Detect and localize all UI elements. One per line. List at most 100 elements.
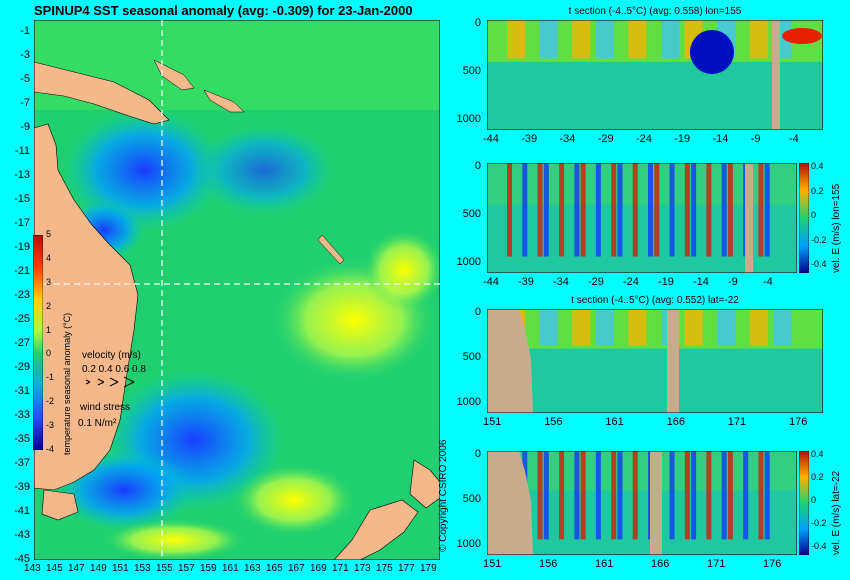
section-heatmap xyxy=(487,20,823,130)
section-feature xyxy=(764,163,770,257)
section-feature xyxy=(691,163,697,257)
panel-x-tick-label: -29 xyxy=(597,133,614,145)
panel-y-tick-label: 0 xyxy=(474,160,481,172)
panel-y-tick-label: 1000 xyxy=(456,538,481,550)
section-feature xyxy=(595,20,614,59)
velocity-colorbar-tick-label: 0.2 xyxy=(811,185,824,196)
map-x-tick-label: 147 xyxy=(68,563,85,574)
panel-x-tick-label: -39 xyxy=(521,133,538,145)
panel-x-tick-label: -44 xyxy=(483,133,499,145)
section-feature xyxy=(574,163,580,257)
velocity-colorbar-tick-label: 0.4 xyxy=(811,449,824,459)
topography-mask xyxy=(650,451,662,555)
panel-y-tick-label: 0 xyxy=(474,17,481,29)
panel-x-tick-label: -19 xyxy=(674,133,691,145)
panel-x-tick-label: 176 xyxy=(763,558,782,570)
panel-x-tick-label: -14 xyxy=(712,133,729,145)
panel-title: t section (-4..5°C) (avg: 0.558) lon=155 xyxy=(568,6,742,17)
section-feature xyxy=(773,309,792,346)
map-y-tick-label: -23 xyxy=(14,289,30,301)
section-feature xyxy=(572,309,591,346)
panel-x-tick-label: -24 xyxy=(623,276,639,288)
section-feature xyxy=(669,451,675,540)
panel-x-tick-label: 151 xyxy=(483,558,502,570)
map-colorbar-tick-label: 3 xyxy=(46,276,52,287)
map-y-tick-label: -37 xyxy=(14,457,30,469)
velocity-colorbar-tick-label: 0.4 xyxy=(811,161,824,171)
land-new-guinea xyxy=(34,61,170,125)
map-x-tick-label: 157 xyxy=(178,563,195,574)
map-x-tick-label: 173 xyxy=(354,563,371,574)
map-y-tick-label: -33 xyxy=(14,409,30,421)
map-colorbar-tick-label: -2 xyxy=(46,396,55,407)
map-x-tick-label: 153 xyxy=(134,563,151,574)
velocity-colorbar-tick-label: 0 xyxy=(811,495,817,505)
map-x-tick-label: 177 xyxy=(398,563,415,574)
section-feature xyxy=(661,20,679,59)
section-feature xyxy=(632,163,638,257)
section-feature xyxy=(507,20,525,59)
map-x-tick-label: 175 xyxy=(376,563,393,574)
panel-y-tick-label: 500 xyxy=(462,65,481,77)
map-colorbar-tick-label: 1 xyxy=(46,324,52,335)
velocity-colorbar-tick-label: 0.2 xyxy=(811,472,824,482)
map-y-tick-label: -21 xyxy=(14,265,30,277)
panel-x-tick-label: 166 xyxy=(666,416,685,428)
velocity-colorbar-tick-label: -0.4 xyxy=(811,541,827,551)
map-y-tick-label: -29 xyxy=(14,361,30,373)
map-x-tick-label: 179 xyxy=(420,563,437,574)
velocity-colorbar-label: vel. E (m/s) lon=155 xyxy=(831,183,842,273)
section-feature xyxy=(669,163,675,257)
map-x-tick-label: 145 xyxy=(46,563,63,574)
panel-x-tick-label: -39 xyxy=(518,276,534,288)
section-feature xyxy=(632,451,638,540)
section-feature xyxy=(559,451,565,540)
velocity-legend-label: velocity (m/s) xyxy=(82,350,141,361)
panel-x-tick-label: 151 xyxy=(483,416,502,428)
velocity-legend-scale: 0.2 0.4 0.6 0.8 xyxy=(82,364,146,375)
section-feature xyxy=(654,163,660,257)
wind-legend-scale: 0.1 N/m² xyxy=(78,418,117,429)
panel-x-tick-label: 161 xyxy=(595,558,614,570)
panel-title: t section (-4..5°C) (avg: 0.552) lat=-22 xyxy=(571,295,739,306)
section-feature xyxy=(572,20,591,59)
land-australia xyxy=(34,123,139,491)
velocity-colorbar-tick-label: -0.4 xyxy=(811,259,827,269)
section-feature xyxy=(727,451,733,540)
section-feature xyxy=(559,163,565,257)
map-y-tick-label: -31 xyxy=(14,385,30,397)
land-mask xyxy=(487,309,533,413)
map-colorbar-tick-label: 2 xyxy=(46,300,52,311)
panel-x-tick-label: -14 xyxy=(693,276,709,288)
section-feature xyxy=(522,163,528,257)
section-feature xyxy=(595,451,601,540)
map-y-tick-label: -11 xyxy=(14,145,30,157)
map-y-tick-label: -5 xyxy=(20,73,30,85)
section-feature xyxy=(691,451,697,540)
topography-mask xyxy=(772,20,780,130)
section-feature xyxy=(537,451,543,540)
map-colorbar-tick-label: 5 xyxy=(46,229,52,239)
map-x-tick-label: 155 xyxy=(156,563,173,574)
panel-x-tick-label: 156 xyxy=(544,416,563,428)
section-feature xyxy=(543,451,549,540)
section-feature xyxy=(611,163,617,257)
panel-x-tick-label: 156 xyxy=(539,558,558,570)
map-y-tick-label: -41 xyxy=(14,505,30,517)
velocity-arrow-icons xyxy=(85,376,135,388)
section-feature xyxy=(539,309,558,346)
velocity-colorbar-tick-label: -0.2 xyxy=(811,234,827,245)
panel-x-tick-label: 171 xyxy=(727,416,747,428)
section-feature xyxy=(758,163,764,257)
land-nz-south xyxy=(333,499,419,560)
section-feature xyxy=(580,163,586,257)
sst-anomaly-map xyxy=(34,20,440,560)
section-feature xyxy=(684,451,690,540)
section-feature xyxy=(684,309,703,346)
map-y-tick-label: -35 xyxy=(14,433,30,445)
map-y-tick-label: -7 xyxy=(20,97,30,109)
map-x-tick-label: 143 xyxy=(24,563,41,574)
map-y-tick-label: -9 xyxy=(20,121,30,133)
map-x-tick-label: 169 xyxy=(310,563,327,574)
section-feature xyxy=(595,309,614,346)
